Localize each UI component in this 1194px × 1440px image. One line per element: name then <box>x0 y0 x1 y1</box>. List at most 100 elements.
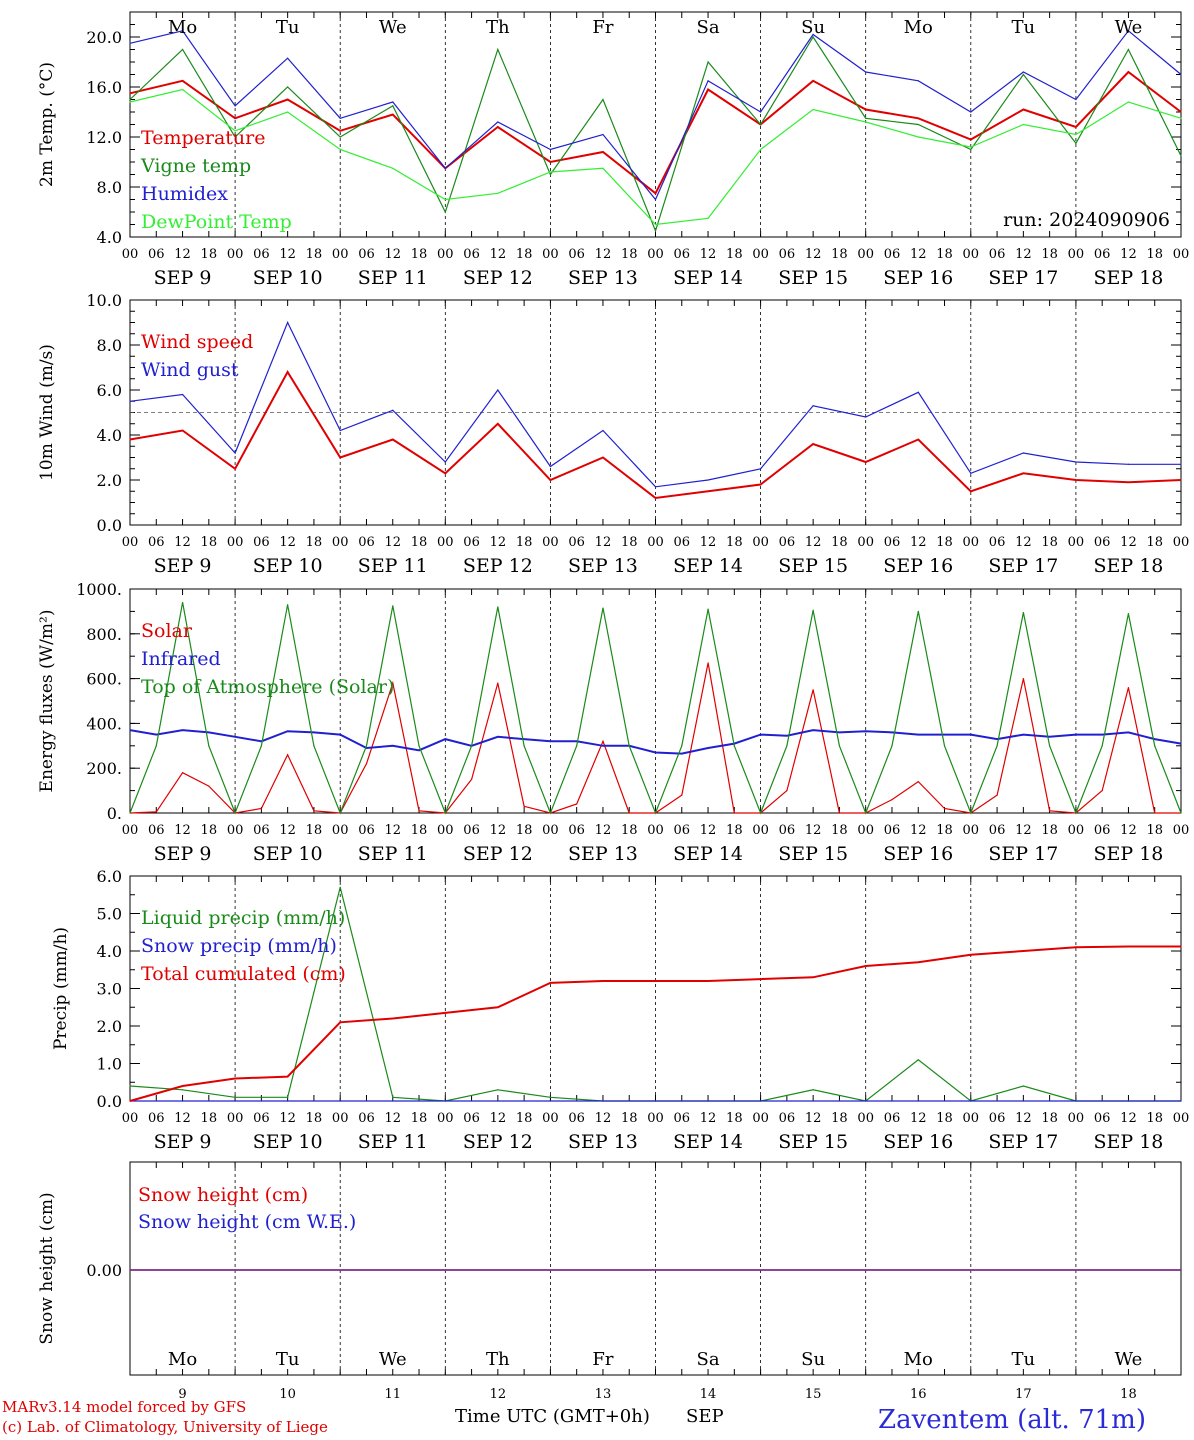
data-point <box>365 745 368 747</box>
data-point <box>1154 745 1156 747</box>
data-point <box>1127 1100 1130 1102</box>
date-label: SEP 13 <box>568 267 638 289</box>
date-label: SEP 10 <box>253 267 323 289</box>
date-label: SEP 11 <box>358 267 428 289</box>
hour-tick-label: 12 <box>1120 823 1137 838</box>
hour-tick-label: 00 <box>1068 1111 1085 1126</box>
hour-tick-label: 06 <box>989 1111 1006 1126</box>
data-point <box>707 608 709 610</box>
data-point <box>129 1100 131 1102</box>
y-axis-label: 2m Temp. (°C) <box>37 62 57 187</box>
data-point <box>865 121 867 123</box>
data-point <box>497 682 499 684</box>
data-point <box>917 1100 919 1102</box>
data-point <box>812 36 814 38</box>
date-label: SEP 11 <box>358 1131 428 1153</box>
day-name: We <box>379 17 407 38</box>
data-point <box>970 146 972 148</box>
data-point <box>812 609 814 611</box>
data-point <box>865 812 867 814</box>
panel-3: 0. 200. 400. 600. 800. 1000. Energy fluxes (W/… <box>37 580 1189 865</box>
data-point <box>1180 155 1182 157</box>
data-point <box>287 604 289 606</box>
data-point <box>1049 745 1051 747</box>
legend-entry: Infrared <box>141 648 221 670</box>
data-point <box>497 423 499 425</box>
data-point <box>602 745 604 747</box>
date-label: SEP 13 <box>568 555 638 577</box>
data-point <box>1022 1100 1024 1102</box>
hour-tick-label: 18 <box>201 535 218 550</box>
data-point <box>654 198 657 201</box>
data-point <box>497 1089 499 1091</box>
hour-tick-label: 00 <box>857 535 874 550</box>
data-point <box>707 61 709 63</box>
data-point <box>129 101 131 103</box>
data-point <box>1127 30 1130 32</box>
hour-tick-label: 00 <box>332 535 349 550</box>
hour-tick-label: 12 <box>910 823 927 838</box>
data-point <box>1075 734 1077 736</box>
day-name: Sa <box>697 17 720 38</box>
data-point <box>602 1100 604 1102</box>
data-point <box>654 223 657 226</box>
day-name: Th <box>486 1349 510 1370</box>
data-point <box>970 148 972 151</box>
day-number: 15 <box>805 1387 822 1402</box>
hour-tick-label: 00 <box>437 247 454 262</box>
data-point <box>891 745 893 747</box>
hour-tick-label: 06 <box>989 823 1006 838</box>
hour-tick-label: 18 <box>726 823 743 838</box>
data-point <box>339 148 341 151</box>
hour-tick-label: 06 <box>779 1111 796 1126</box>
data-point <box>654 980 657 982</box>
data-point <box>339 456 341 459</box>
data-point <box>812 689 814 691</box>
hour-tick-label: 00 <box>647 823 664 838</box>
data-point <box>812 976 814 978</box>
date-label: SEP 15 <box>778 843 848 865</box>
y-tick-label: 200. <box>86 759 122 778</box>
hour-tick-label: 00 <box>332 823 349 838</box>
data-point <box>1127 731 1130 733</box>
data-point <box>760 148 762 151</box>
hour-tick-label: 00 <box>1068 535 1085 550</box>
hour-tick-label: 00 <box>542 1111 559 1126</box>
data-point <box>287 1100 289 1102</box>
data-point <box>181 30 184 32</box>
data-point <box>470 745 473 747</box>
data-point <box>523 738 525 740</box>
data-point <box>470 778 473 781</box>
data-point <box>970 954 972 956</box>
data-point <box>786 745 788 747</box>
legend-entry: Liquid precip (mm/h) <box>141 907 345 929</box>
hour-tick-label: 00 <box>1173 247 1190 262</box>
data-point <box>208 785 210 787</box>
hour-tick-label: 06 <box>148 535 165 550</box>
hour-tick-label: 18 <box>1146 535 1163 550</box>
day-name: Fr <box>592 17 613 38</box>
hour-tick-label: 00 <box>752 1111 769 1126</box>
hour-tick-label: 18 <box>306 1111 323 1126</box>
data-point <box>313 731 315 733</box>
y-axis-label: Snow height (cm) <box>37 1192 57 1344</box>
date-label: SEP 18 <box>1094 1131 1164 1153</box>
data-point <box>339 117 341 119</box>
hour-tick-label: 06 <box>463 1111 480 1126</box>
data-point <box>497 1006 499 1008</box>
data-point <box>181 601 184 604</box>
data-point <box>234 136 236 138</box>
hour-tick-label: 18 <box>936 247 953 262</box>
data-point <box>181 48 184 51</box>
data-point <box>812 33 814 36</box>
hour-tick-label: 06 <box>884 1111 901 1126</box>
hour-tick-label: 12 <box>1015 535 1032 550</box>
y-tick-label: 600. <box>86 670 122 689</box>
y-tick-label: 6.0 <box>97 867 122 886</box>
data-point <box>1075 1100 1077 1102</box>
data-point <box>339 1021 341 1023</box>
data-point <box>339 1100 341 1102</box>
data-point <box>181 772 184 774</box>
hour-tick-label: 06 <box>568 823 585 838</box>
hour-tick-label: 00 <box>227 823 244 838</box>
